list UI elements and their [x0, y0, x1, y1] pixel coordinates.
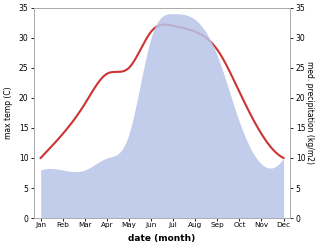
X-axis label: date (month): date (month) [128, 234, 196, 243]
Y-axis label: med. precipitation (kg/m2): med. precipitation (kg/m2) [305, 62, 314, 165]
Y-axis label: max temp (C): max temp (C) [4, 87, 13, 139]
